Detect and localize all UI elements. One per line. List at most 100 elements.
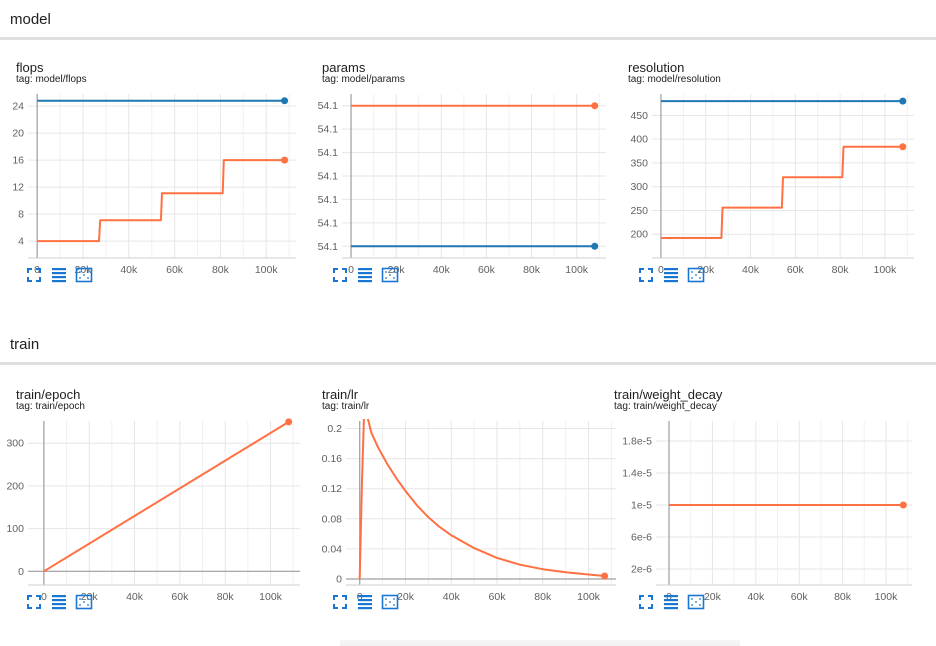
card-tag: tag: train/epoch [16,401,85,412]
fit-domain-icon [687,267,705,283]
fit-domain-icon [381,594,399,610]
fit-domain-button[interactable] [74,265,94,285]
fullscreen-icon [639,268,653,282]
x-tick-label: 80k [217,591,235,603]
card-title: flops [16,60,44,75]
toggle-log-scale-button[interactable] [49,265,69,285]
series-line[interactable] [43,421,290,573]
y-tick-label: 6e-6 [631,532,652,544]
x-tick-label: 40k [433,264,451,276]
fullscreen-button[interactable] [330,592,350,612]
fit-domain-button[interactable] [380,592,400,612]
chart-train-weight-decay[interactable]: 020k40k60k80k100k2e-66e-61e-51.4e-51.8e-… [614,413,924,603]
y-tick-label: 0.08 [322,513,343,525]
card-title: train/epoch [16,387,81,402]
x-tick-label: 20k [388,264,406,276]
x-tick-label: 60k [171,591,189,603]
x-tick-label: 60k [478,264,496,276]
series-last-point[interactable] [899,143,907,151]
y-tick-label: 1.8e-5 [622,436,652,448]
card-tag: tag: train/weight_decay [614,401,717,412]
y-tick-label: 8 [18,209,24,221]
chart-card-train-epoch: train/epoch tag: train/epoch 0 20k 40k 60k 8… [6,387,316,612]
fullscreen-icon [333,595,347,609]
series-last-point[interactable] [281,156,289,164]
section-header-train[interactable]: train [0,325,936,365]
toggle-log-scale-icon [664,268,678,283]
card-tag: tag: train/lr [322,401,370,412]
x-tick-label: 40k [126,591,144,603]
section-header-model[interactable]: model [0,0,936,40]
fit-domain-button[interactable] [686,592,706,612]
fit-domain-icon [75,267,93,283]
fit-domain-button[interactable] [74,592,94,612]
series-last-point[interactable] [899,501,907,509]
series-line[interactable] [661,145,903,239]
y-tick-label: 1.4e-5 [622,468,652,480]
fullscreen-button[interactable] [24,265,44,285]
series-last-point[interactable] [591,242,599,250]
y-tick-label: 0 [336,573,342,585]
series-last-point[interactable] [899,97,907,105]
x-tick-label: 20k [697,264,715,276]
fit-domain-button[interactable] [380,265,400,285]
chart-train-lr[interactable]: 020k40k60k80k100k00.040.080.120.160.2 [322,413,622,603]
fullscreen-button[interactable] [636,265,656,285]
x-tick-label: 40k [747,591,765,603]
grid [28,421,300,585]
fullscreen-button[interactable] [24,592,44,612]
chart-card-train-lr: train/lr tag: train/lr 0 20k 40k 60k 80k 100k… [322,387,622,612]
card-tag: tag: model/params [322,74,405,85]
fit-domain-icon [75,594,93,610]
series-last-point[interactable] [281,97,289,105]
grid [342,94,606,258]
fullscreen-icon [27,595,41,609]
fullscreen-button[interactable] [330,265,350,285]
grid [652,94,914,258]
x-tick-label: 20k [81,591,99,603]
x-tick-label: 80k [834,591,852,603]
toggle-log-scale-button[interactable] [355,592,375,612]
y-tick-label: 12 [12,182,24,194]
x-tick-label: 20k [75,264,93,276]
y-tick-label: 300 [630,181,648,193]
toggle-log-scale-button[interactable] [661,265,681,285]
section-title: train [10,336,40,353]
series-line[interactable] [37,159,285,243]
y-tick-label: 0 [18,566,24,578]
section-title: model [10,11,51,28]
x-tick-label: 100k [255,264,279,276]
toggle-log-scale-icon [358,268,372,283]
x-tick-label: 100k [565,264,589,276]
fullscreen-button[interactable] [636,592,656,612]
series-line[interactable] [358,406,605,580]
y-tick-label: 2e-6 [631,564,652,576]
toggle-log-scale-button[interactable] [355,265,375,285]
chart-params[interactable]: 0 20k 40k 60k 80k 100k 54.1 54.1 54.1 54.1 54.1 54.… [318,86,622,276]
fullscreen-icon [333,268,347,282]
toggle-log-scale-button[interactable] [49,592,69,612]
y-tick-label: 54.1 [318,124,339,136]
chart-card-flops: flops tag: model/flops 0 20k 40k 60k 80k 100k… [12,60,316,285]
chart-resolution[interactable]: 0 20k 40k 60k 80k 100k 200 250 300 350 400 450 [628,86,928,276]
x-tick-label: 100k [259,591,283,603]
x-tick-label: 20k [704,591,722,603]
series-last-point[interactable] [601,572,609,580]
y-tick-label: 250 [630,205,648,217]
toggle-log-scale-button[interactable] [661,592,681,612]
chart-train-epoch[interactable]: 0 20k 40k 60k 80k 100k 0 100 200 300 [6,413,316,603]
y-tick-label: 200 [630,229,648,241]
y-tick-label: 1e-5 [631,500,652,512]
fit-domain-icon [381,267,399,283]
y-tick-label: 350 [630,157,648,169]
x-tick-label: 60k [166,264,184,276]
fit-domain-button[interactable] [686,265,706,285]
card-title: train/lr [322,387,359,402]
series-last-point[interactable] [591,102,599,110]
fit-domain-icon [687,594,705,610]
y-tick-label: 0.04 [322,543,343,555]
series-last-point[interactable] [285,418,293,426]
x-tick-label: 80k [534,591,552,603]
card-title: train/weight_decay [614,387,723,402]
